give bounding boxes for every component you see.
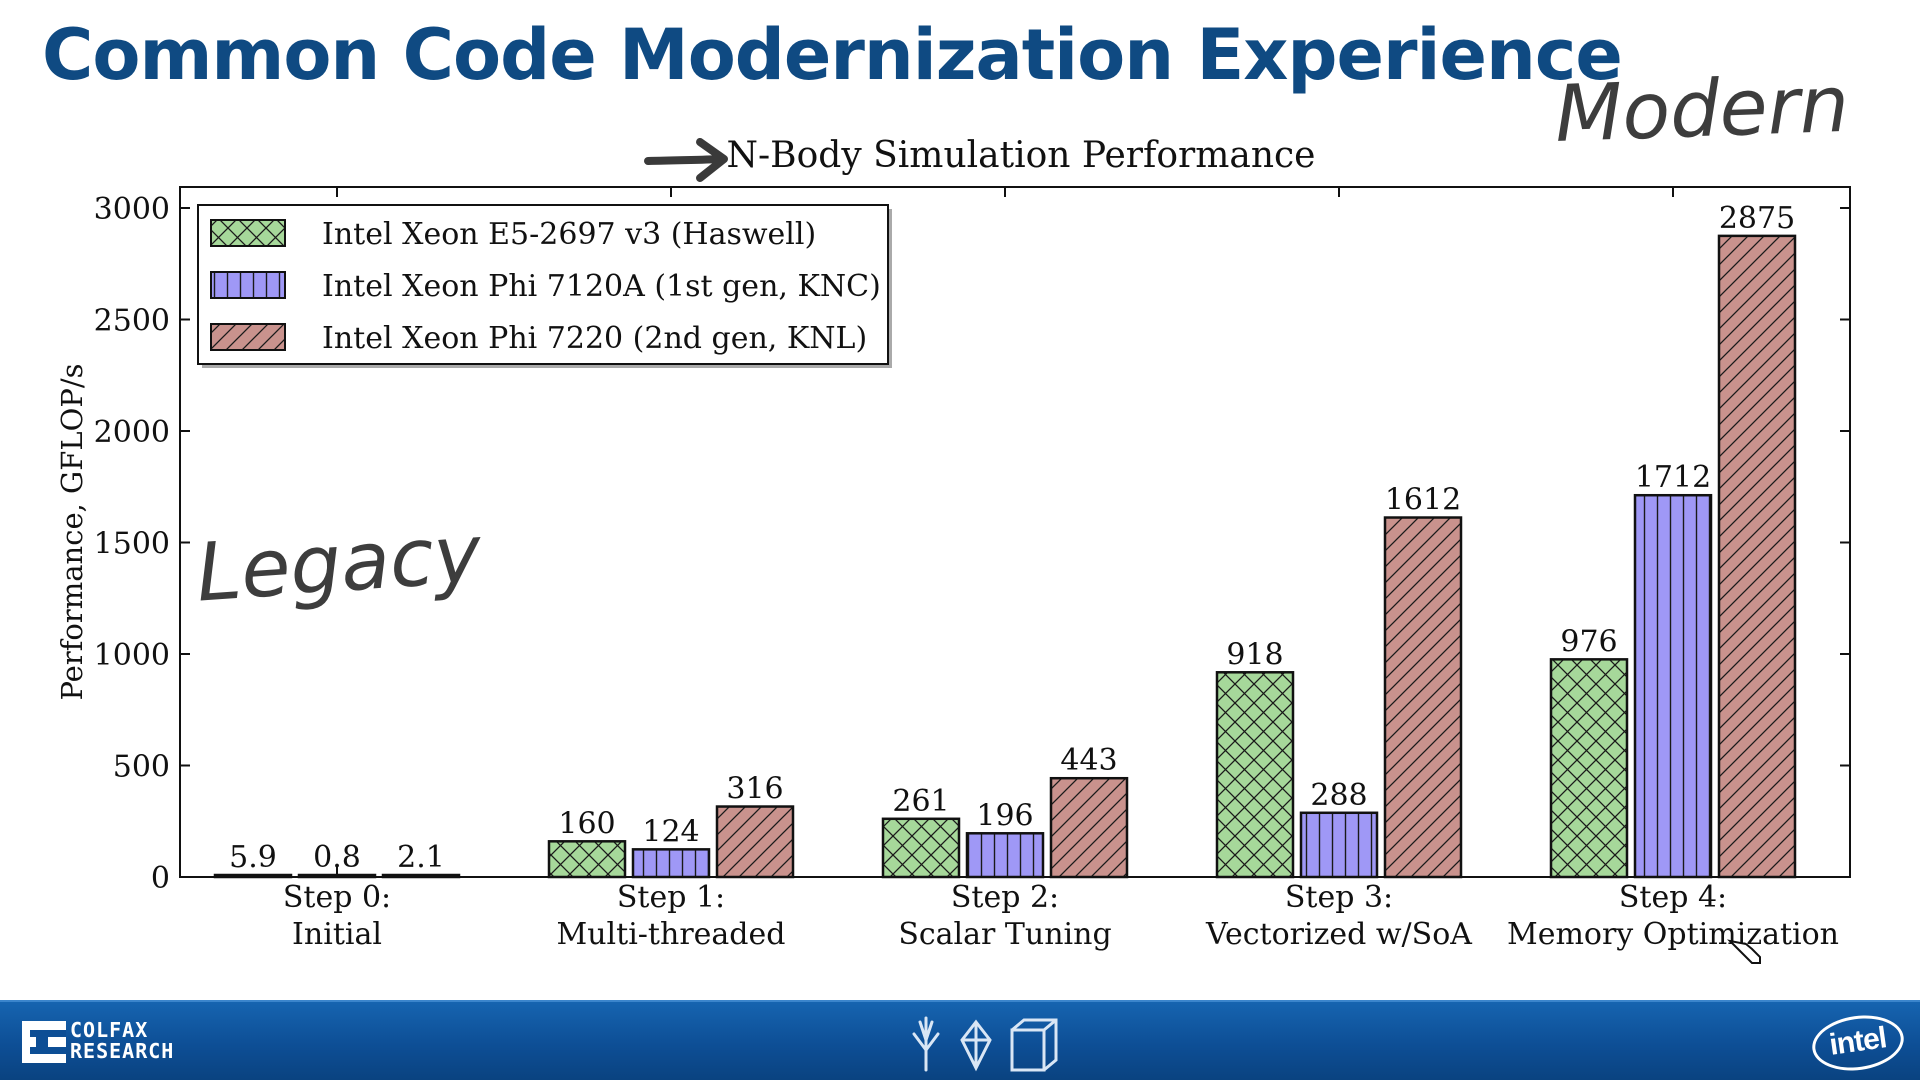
bar-value-label: 1612 xyxy=(1385,483,1461,518)
bar-value-label: 288 xyxy=(1310,778,1367,813)
y-tick-label: 2000 xyxy=(94,415,170,450)
y-tick-label: 1000 xyxy=(94,638,170,673)
bar-value-label: 0.8 xyxy=(313,840,361,875)
x-axis: Step 0:Initial Step 1:Multi-threaded Step … xyxy=(283,187,1839,952)
bar-value-label: 196 xyxy=(976,798,1033,833)
colfax-logo-line1: COLFAX xyxy=(70,1018,149,1042)
colfax-logo-line2: RESEARCH xyxy=(70,1039,175,1063)
bar-value-label: 5.9 xyxy=(229,840,277,875)
bar-value-label: 1712 xyxy=(1635,460,1711,495)
x-tick-label: Step 2: xyxy=(951,880,1059,915)
intel-logo-text: intel xyxy=(1827,1021,1889,1062)
legend-label: Intel Xeon Phi 7220 (2nd gen, KNL) xyxy=(322,321,867,356)
y-axis: 0 500 1000 1500 2000 2500 3000 xyxy=(94,192,1850,896)
legend-box xyxy=(197,204,889,365)
x-tick-label: Multi-threaded xyxy=(557,917,786,952)
x-tick-label: Memory Optimization xyxy=(1507,917,1839,952)
tree-icon xyxy=(912,1016,940,1072)
diamond-icon xyxy=(960,1019,992,1072)
chart-title: N-Body Simulation Performance xyxy=(727,135,1316,176)
bar-value-label: 124 xyxy=(642,814,699,849)
bar xyxy=(1549,658,1629,879)
y-tick-label: 1500 xyxy=(94,527,170,562)
y-tick-label: 3000 xyxy=(94,192,170,227)
bar xyxy=(1049,776,1129,879)
y-tick-label: 2500 xyxy=(94,304,170,339)
bar-value-label: 976 xyxy=(1560,624,1617,659)
x-tick-label: Step 1: xyxy=(617,880,725,915)
bar xyxy=(1633,493,1713,879)
x-tick-label: Step 3: xyxy=(1285,880,1393,915)
bar xyxy=(297,873,377,879)
chart: N-Body Simulation Performance 0 500 1000 15… xyxy=(55,60,1851,964)
x-tick-label: Step 4: xyxy=(1619,880,1727,915)
colfax-research-logo: COLFAX RESEARCH xyxy=(22,1019,173,1067)
bar-value-label: 443 xyxy=(1060,743,1117,778)
bar-value-label: 160 xyxy=(558,806,615,841)
slide-title: Common Code Modernization Experience xyxy=(42,14,1623,96)
footer-bar: COLFAX RESEARCH xyxy=(0,1000,1920,1080)
bar xyxy=(1717,234,1797,879)
cube-icon xyxy=(1010,1018,1058,1072)
legend-swatch xyxy=(210,271,286,299)
intel-logo: intel xyxy=(1808,1009,1908,1077)
y-tick-label: 500 xyxy=(113,750,170,785)
cursor-icon xyxy=(1727,939,1761,964)
legend-label: Intel Xeon E5-2697 v3 (Haswell) xyxy=(322,217,816,252)
y-tick-label: 0 xyxy=(151,861,170,896)
legend: Intel Xeon E5-2697 v3 (Haswell) Intel Xeo… xyxy=(197,204,892,368)
bar-value-label: 2.1 xyxy=(397,840,445,875)
bar-value-label: 918 xyxy=(1226,637,1283,672)
x-tick-label: Vectorized w/SoA xyxy=(1205,917,1472,952)
colfax-mark-icon xyxy=(22,1021,66,1063)
bar xyxy=(965,832,1045,879)
legend-swatch xyxy=(210,219,286,247)
footer-icons xyxy=(912,1016,1058,1072)
bar-value-label: 2875 xyxy=(1719,201,1795,236)
y-axis-label: Performance, GFLOP/s xyxy=(55,363,89,700)
bar-value-label: 316 xyxy=(726,772,783,807)
colfax-logo-text: COLFAX RESEARCH xyxy=(70,1020,174,1062)
bar xyxy=(547,840,627,879)
x-tick-label: Initial xyxy=(292,917,382,952)
bar xyxy=(1215,671,1295,879)
legend-swatch xyxy=(210,323,286,351)
bar xyxy=(381,873,461,879)
bar xyxy=(1299,811,1379,879)
x-tick-label: Step 0: xyxy=(283,880,391,915)
bar xyxy=(1383,516,1463,879)
bar xyxy=(631,848,711,879)
annotation-modern: Modern xyxy=(1554,60,1851,160)
annotation-legacy: Legacy xyxy=(193,507,485,620)
bar xyxy=(213,873,293,879)
legend-label: Intel Xeon Phi 7120A (1st gen, KNC) xyxy=(322,269,881,304)
bar-value-label: 261 xyxy=(892,784,949,819)
bars: 5.9 0.8 2.1 160 124 316 261 196 443 918 288 1612 976… xyxy=(213,201,1797,879)
bar xyxy=(715,805,795,879)
arrow-annotation xyxy=(644,138,728,182)
x-tick-label: Scalar Tuning xyxy=(898,917,1111,952)
bar xyxy=(881,817,961,879)
